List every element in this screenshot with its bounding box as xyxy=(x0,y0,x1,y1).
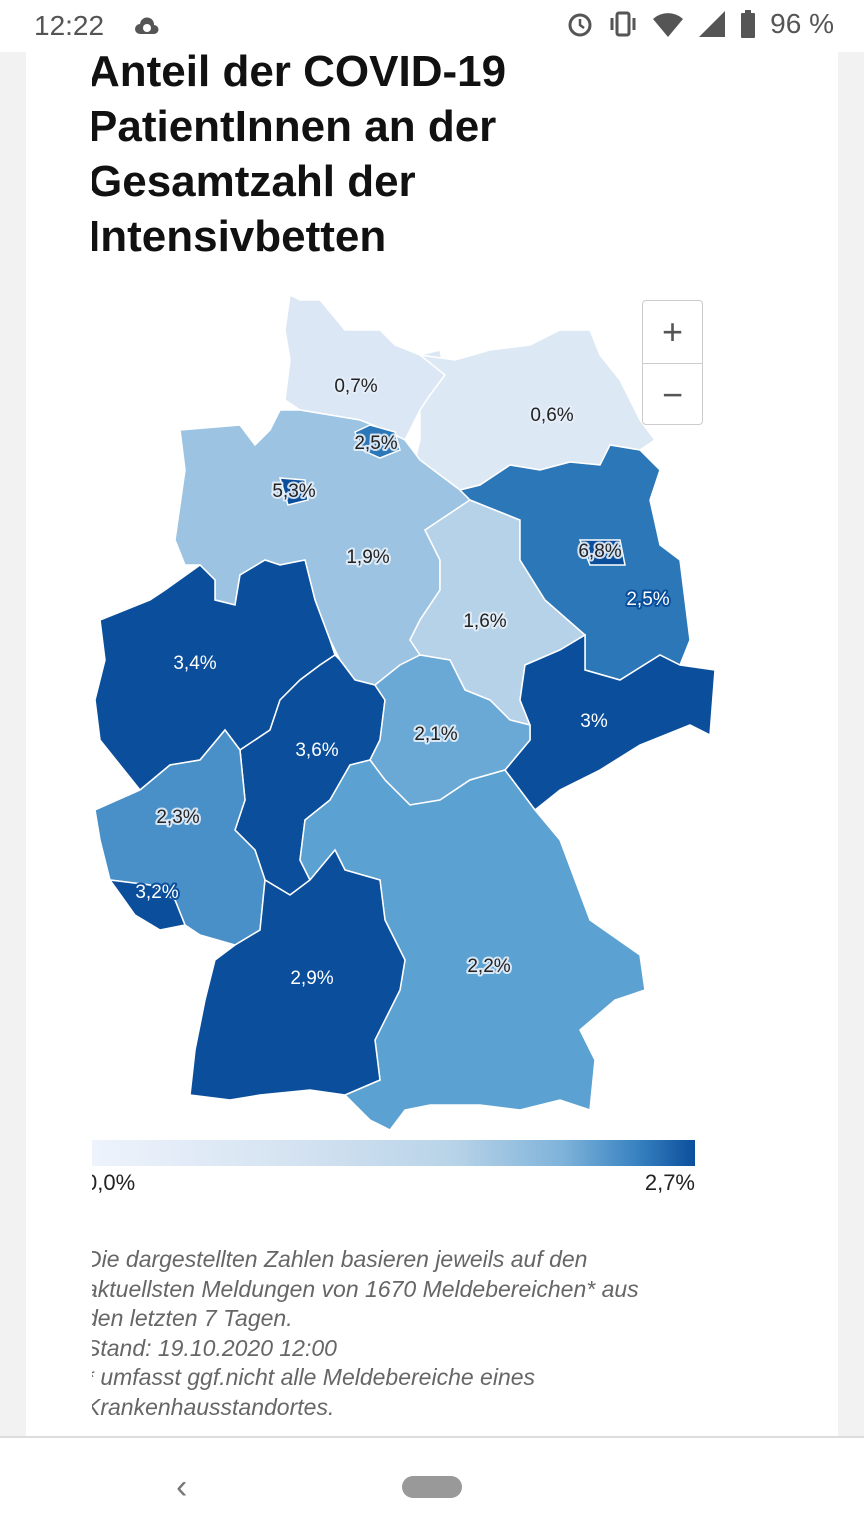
signal-icon xyxy=(699,11,726,37)
legend-min-label: 0,0% xyxy=(92,1170,136,1195)
vibrate-icon xyxy=(610,11,636,37)
note-line: Krankenhausstandortes. xyxy=(92,1393,335,1420)
wifi-icon xyxy=(653,13,684,37)
zoom-in-button[interactable]: + xyxy=(661,311,684,352)
zoom-control: + − xyxy=(642,300,703,425)
cloud-icon xyxy=(135,17,159,34)
region-value-label: 2,9% xyxy=(290,968,333,989)
region-value-label: 0,6% xyxy=(530,405,573,426)
back-button[interactable]: ‹ xyxy=(176,1468,188,1506)
footnotes: Die dargestellten Zahlen basieren jeweil… xyxy=(92,1245,732,1423)
region-value-label: 1,9% xyxy=(346,547,389,568)
region-value-label: 3,2% xyxy=(135,882,178,903)
alarm-icon xyxy=(568,13,592,37)
region-value-label: 2,2% xyxy=(467,956,510,977)
note-line: aktuellsten Meldungen von 1670 Meldebere… xyxy=(92,1275,639,1302)
region-value-label: 3% xyxy=(580,711,608,732)
region-berlin[interactable] xyxy=(578,539,626,566)
note-line: den letzten 7 Tagen. xyxy=(92,1305,293,1332)
color-scale-bar xyxy=(92,1140,695,1166)
note-line: * umfasst ggf.nicht alle Meldebereiche e… xyxy=(92,1364,536,1391)
battery-level: 96 % xyxy=(770,8,834,39)
clock: 12:22 xyxy=(34,10,105,41)
status-bar: 12:22 96 % xyxy=(0,0,864,52)
region-value-label: 6,8% xyxy=(578,541,621,562)
region-bremen[interactable] xyxy=(278,477,309,506)
region-value-label: 1,6% xyxy=(463,611,506,632)
region-saarland[interactable] xyxy=(108,879,187,931)
region-value-label: 0,7% xyxy=(334,376,377,397)
region-brandenburg[interactable] xyxy=(458,444,691,681)
page-title: Anteil der COVID-19 PatientInnen an der … xyxy=(92,47,507,261)
region-baden-wuerttemberg[interactable] xyxy=(189,848,406,1101)
region-thueringen[interactable] xyxy=(369,654,531,806)
battery-icon xyxy=(741,10,756,38)
region-value-label: 3,6% xyxy=(295,740,338,761)
navigation-bar: ‹ xyxy=(0,1436,864,1536)
germany-choropleth-map[interactable]: 0,7% 0,6% 1,9% 1,6% 2,5% 3% 3,4% 3,6% 2,1% 2,3% 3,… xyxy=(0,0,864,1140)
region-value-label: 2,5% xyxy=(354,433,397,454)
region-value-label: 2,1% xyxy=(414,724,457,745)
region-value-label: 3,4% xyxy=(173,653,216,674)
note-line: Die dargestellten Zahlen basieren jeweil… xyxy=(92,1246,588,1272)
region-value-label: 5,3% xyxy=(272,481,315,502)
legend-max-label: 2,7% xyxy=(644,1170,695,1195)
region-value-label: 2,3% xyxy=(156,807,199,828)
zoom-out-button[interactable]: − xyxy=(643,363,702,425)
note-line: Stand: 19.10.2020 12:00 xyxy=(92,1334,337,1361)
region-hamburg[interactable] xyxy=(354,424,401,459)
region-value-label: 2,5% xyxy=(626,589,669,610)
home-button[interactable] xyxy=(402,1476,462,1498)
